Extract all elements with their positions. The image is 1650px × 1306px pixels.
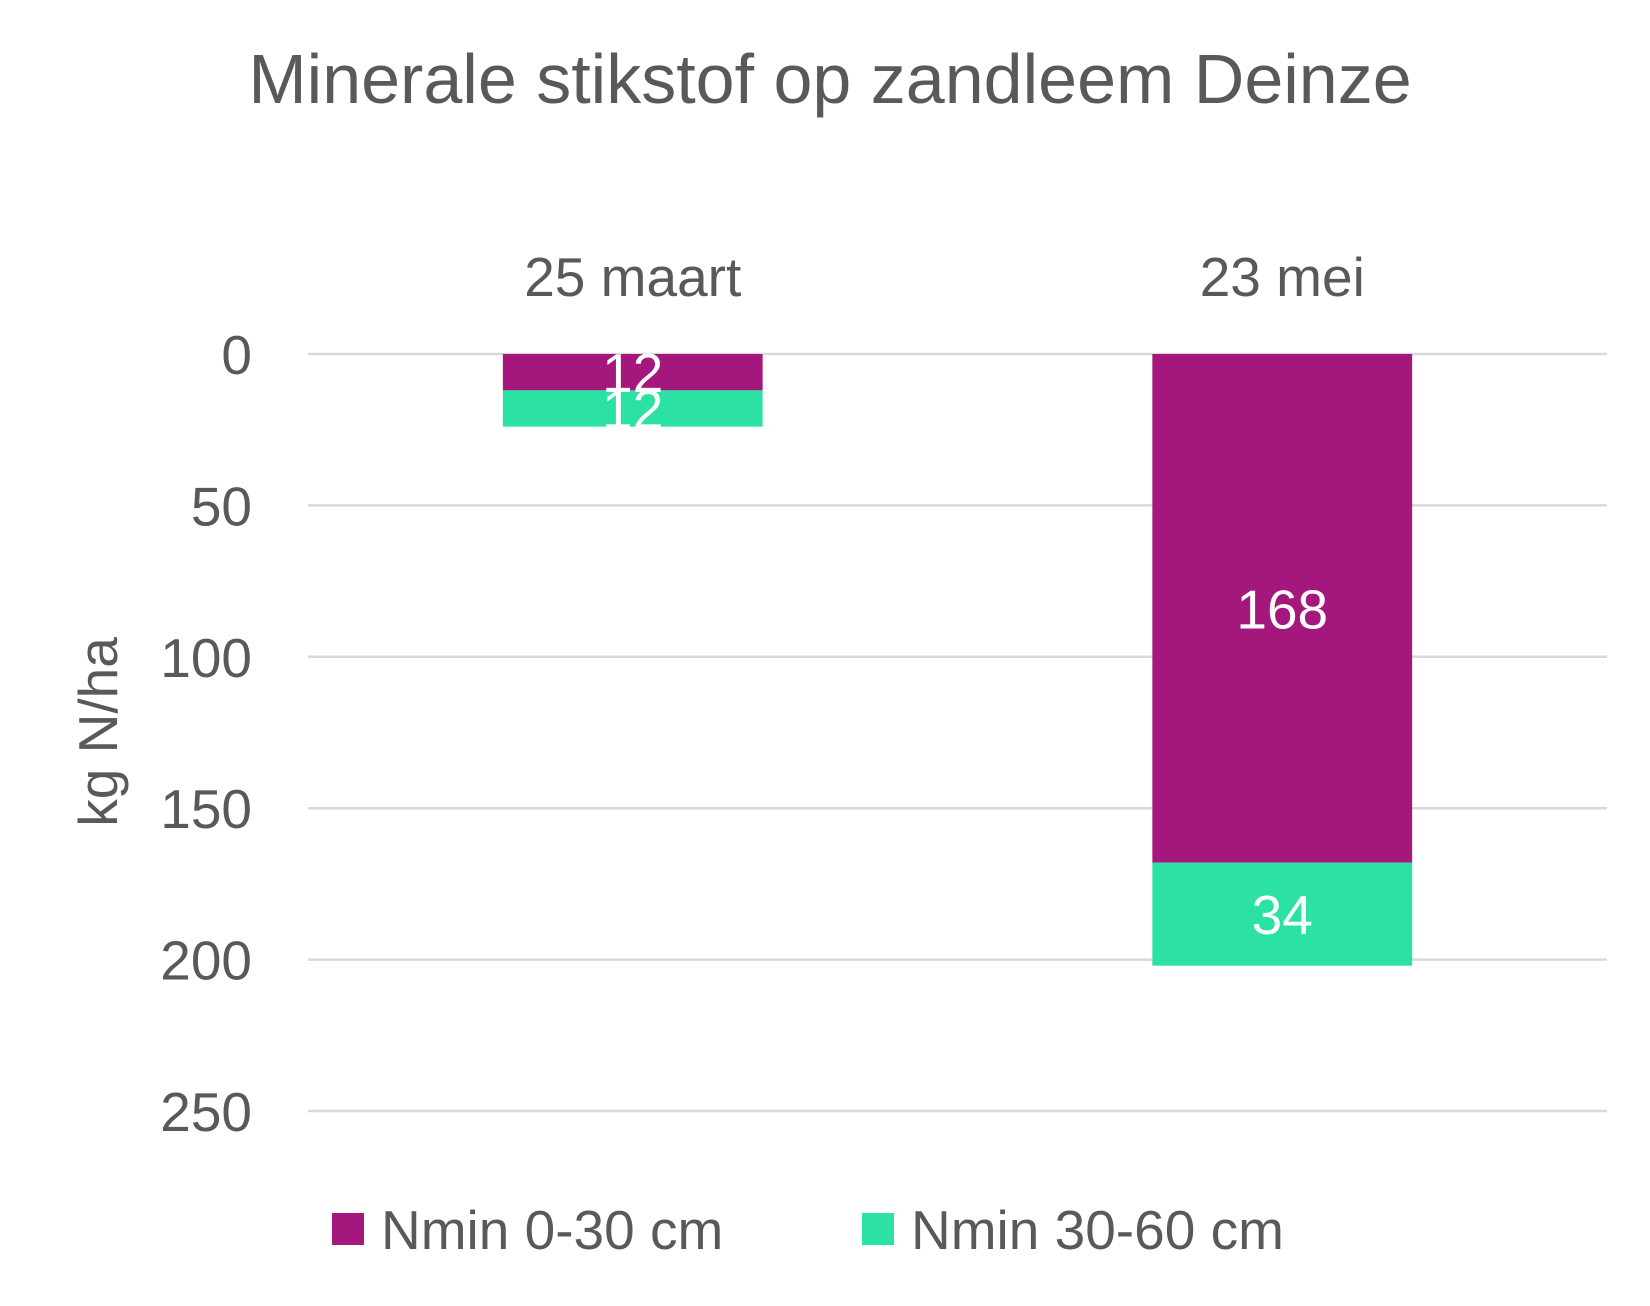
y-tick-label: 250: [160, 1081, 252, 1143]
x-tick-label: 23 mei: [1200, 246, 1365, 308]
y-axis-ticks: 0 50 100 150 200 250: [160, 324, 252, 1143]
chart-title: Minerale stikstof op zandleem Deinze: [248, 40, 1411, 118]
gridlines: [308, 352, 1607, 1113]
legend-swatch: [862, 1213, 894, 1245]
data-label: 168: [1236, 578, 1328, 640]
y-axis-title: kg N/ha: [67, 637, 129, 827]
bar-segment: [502, 390, 763, 427]
x-axis-ticks: 25 maart 23 mei: [524, 246, 1365, 308]
y-tick-label: 50: [191, 475, 252, 537]
data-label: 12: [602, 342, 663, 404]
legend-label: Nmin 0-30 cm: [381, 1199, 723, 1261]
bar-segment: [1152, 354, 1413, 863]
bars: [502, 354, 1413, 966]
y-tick-label: 150: [160, 778, 252, 840]
legend-label: Nmin 30-60 cm: [911, 1199, 1284, 1261]
bar-segment: [1152, 862, 1413, 966]
bar-segment: [502, 354, 763, 391]
x-tick-label: 25 maart: [524, 246, 741, 308]
legend: Nmin 0-30 cm Nmin 30-60 cm: [332, 1199, 1284, 1261]
legend-swatch: [332, 1213, 364, 1245]
y-tick-label: 100: [160, 627, 252, 689]
y-tick-label: 0: [221, 324, 252, 386]
data-label: 34: [1252, 884, 1313, 946]
y-tick-label: 200: [160, 930, 252, 992]
data-label: 12: [602, 379, 663, 441]
